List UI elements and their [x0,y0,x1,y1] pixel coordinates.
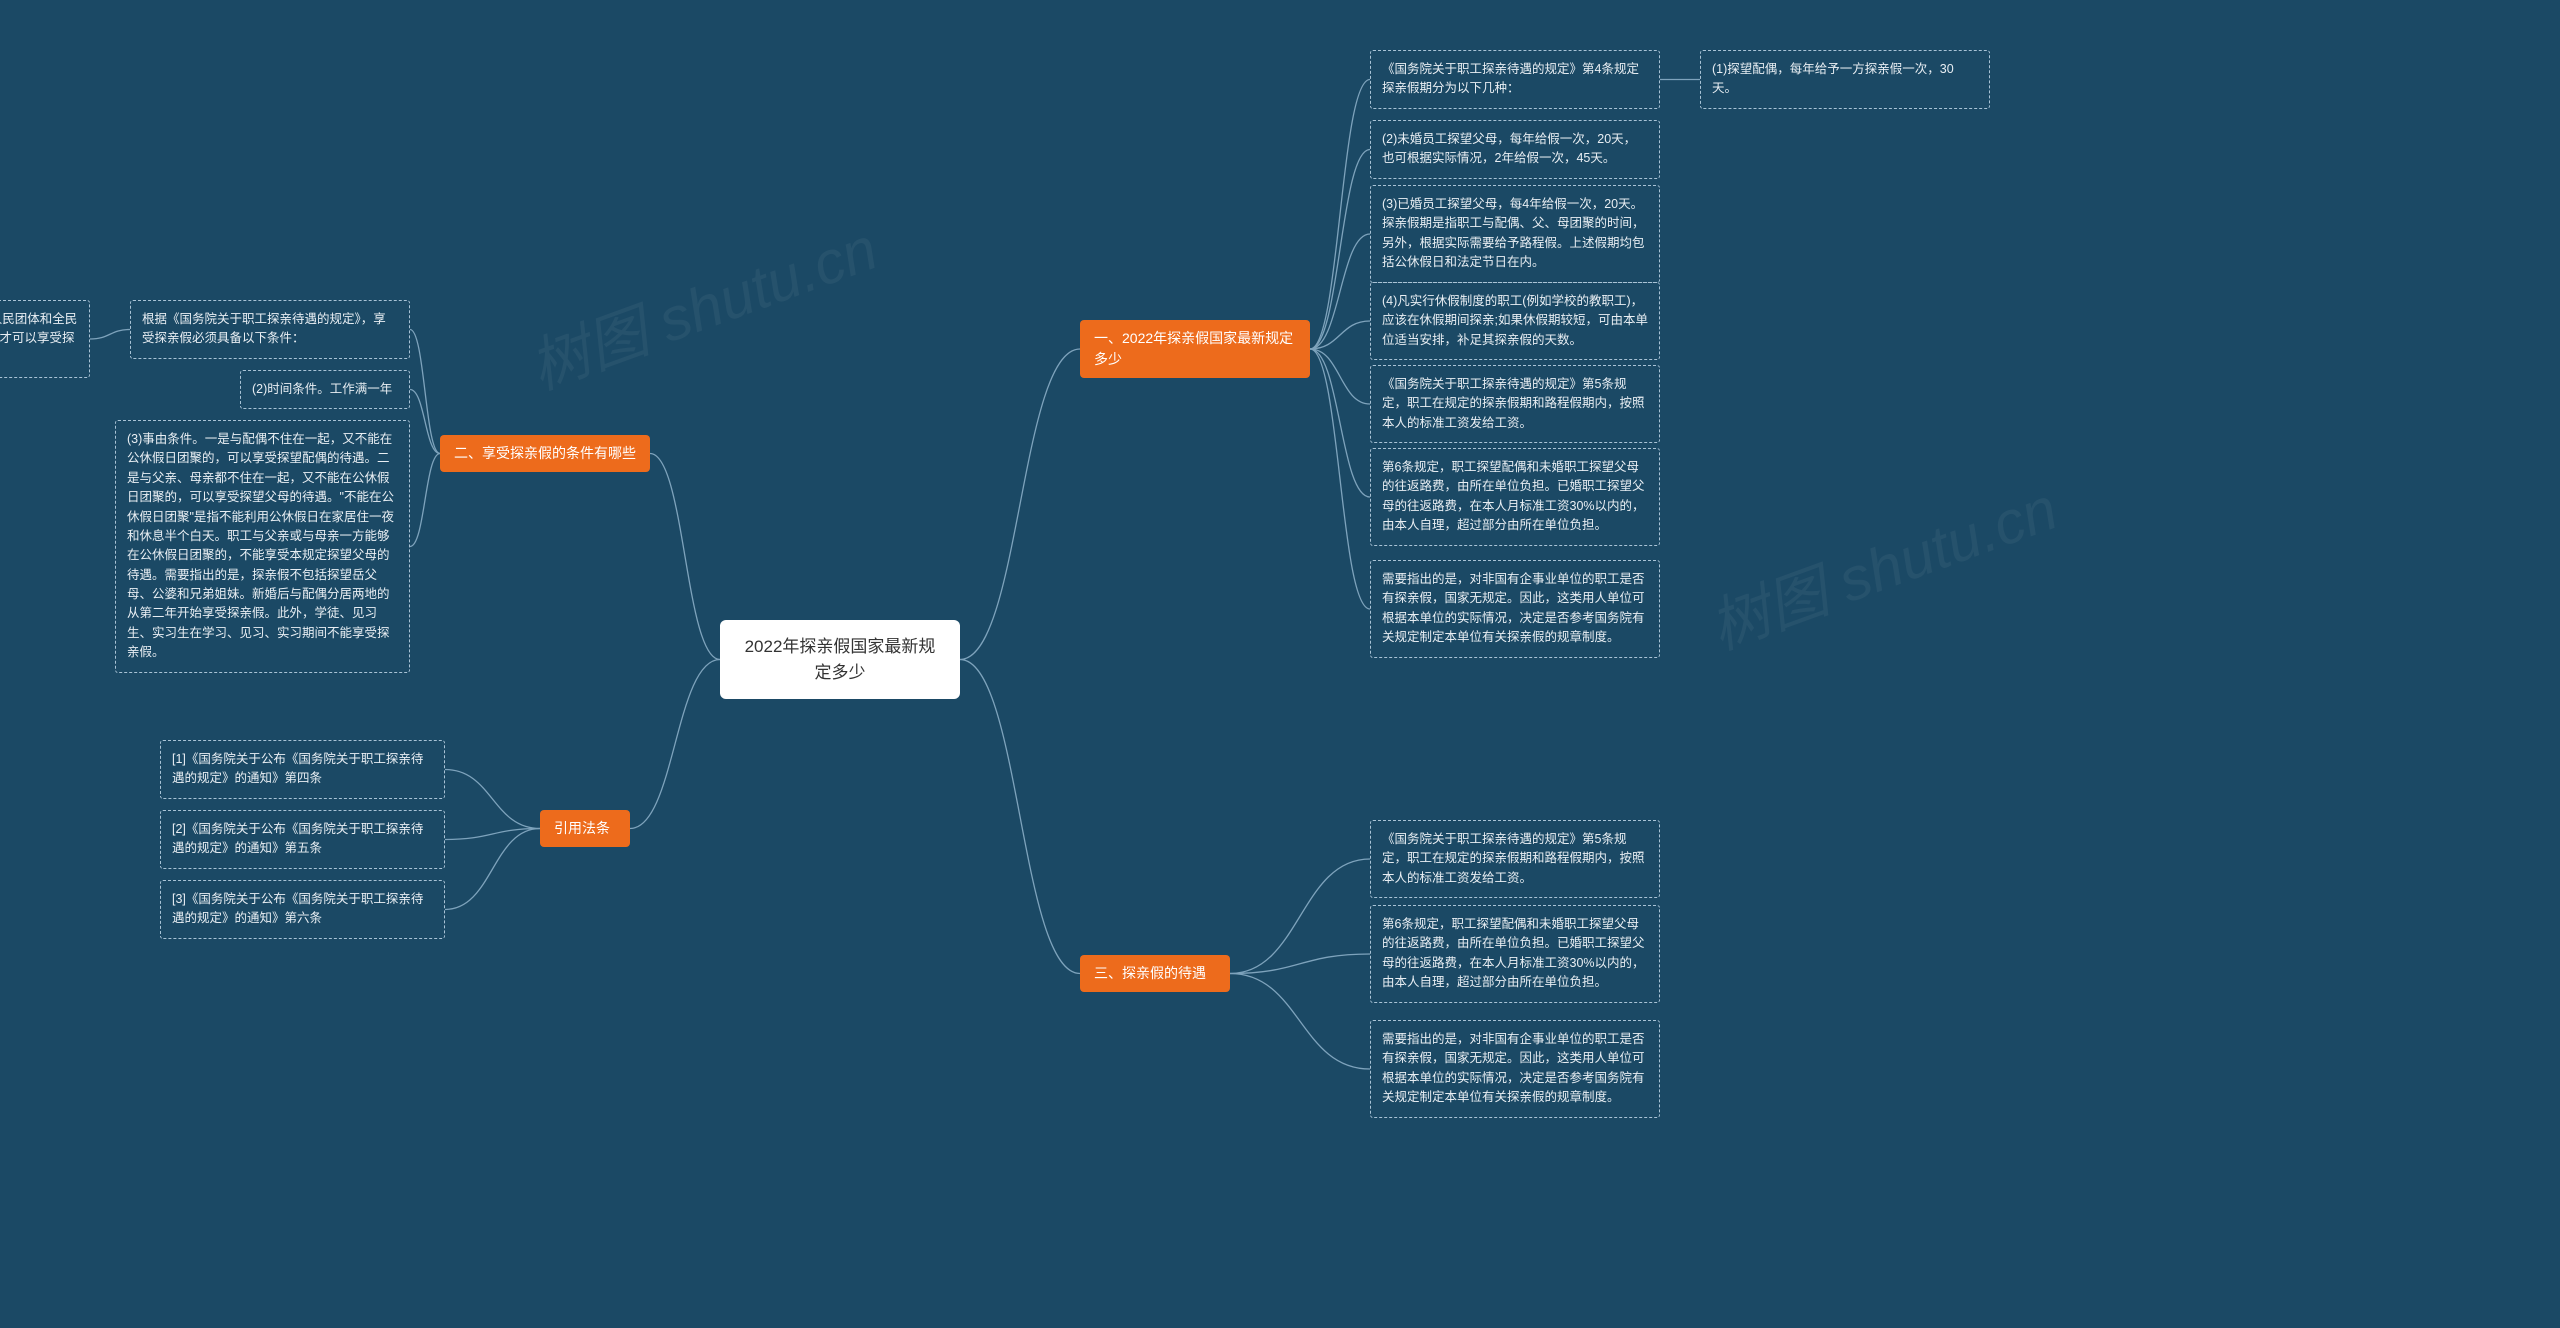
leaf: (3)事由条件。一是与配偶不住在一起，又不能在公休假日团聚的，可以享受探望配偶的… [115,420,410,673]
leaf: 第6条规定，职工探望配偶和未婚职工探望父母的往返路费，由所在单位负担。已婚职工探… [1370,905,1660,1003]
leaf: 《国务院关于职工探亲待遇的规定》第5条规定，职工在规定的探亲假期和路程假期内，按… [1370,820,1660,898]
leaf: (1)主体条件，只有在国家机关、人民团体和全民所有制企业、事业单位工作的职工才可… [0,300,90,378]
branch-b3: 三、探亲假的待遇 [1080,955,1230,992]
leaf: 需要指出的是，对非国有企事业单位的职工是否有探亲假，国家无规定。因此，这类用人单… [1370,560,1660,658]
leaf: (2)未婚员工探望父母，每年给假一次，20天，也可根据实际情况，2年给假一次，4… [1370,120,1660,179]
leaf: 《国务院关于职工探亲待遇的规定》第5条规定，职工在规定的探亲假期和路程假期内，按… [1370,365,1660,443]
leaf: 需要指出的是，对非国有企事业单位的职工是否有探亲假，国家无规定。因此，这类用人单… [1370,1020,1660,1118]
leaf: 根据《国务院关于职工探亲待遇的规定》，享受探亲假必须具备以下条件： [130,300,410,359]
leaf: (4)凡实行休假制度的职工(例如学校的教职工)，应该在休假期间探亲;如果休假期较… [1370,282,1660,360]
leaf: (2)时间条件。工作满一年 [240,370,410,409]
leaf: [3]《国务院关于公布《国务院关于职工探亲待遇的规定》的通知》第六条 [160,880,445,939]
watermark: 树图 shutu.cn [1696,460,2067,666]
branch-b4: 引用法条 [540,810,630,847]
leaf: 《国务院关于职工探亲待遇的规定》第4条规定探亲假期分为以下几种： [1370,50,1660,109]
leaf: (3)已婚员工探望父母，每4年给假一次，20天。探亲假期是指职工与配偶、父、母团… [1370,185,1660,283]
watermark: 树图 shutu.cn [516,200,887,406]
leaf: (1)探望配偶，每年给予一方探亲假一次，30天。 [1700,50,1990,109]
leaf: [2]《国务院关于公布《国务院关于职工探亲待遇的规定》的通知》第五条 [160,810,445,869]
leaf: [1]《国务院关于公布《国务院关于职工探亲待遇的规定》的通知》第四条 [160,740,445,799]
leaf: 第6条规定，职工探望配偶和未婚职工探望父母的往返路费，由所在单位负担。已婚职工探… [1370,448,1660,546]
branch-b1: 一、2022年探亲假国家最新规定多少 [1080,320,1310,378]
branch-b2: 二、享受探亲假的条件有哪些 [440,435,650,472]
root-node: 2022年探亲假国家最新规定多少 [720,620,960,699]
